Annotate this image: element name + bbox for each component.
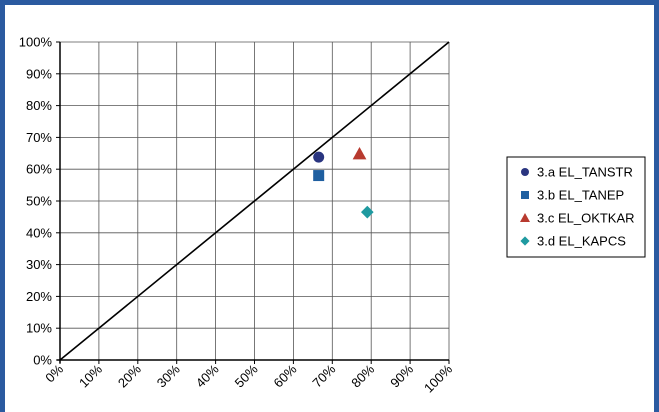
- legend-label: 3.c EL_OKTKAR: [537, 211, 635, 226]
- data-point-square: [313, 170, 325, 182]
- legend-marker-square: [521, 191, 529, 199]
- axes: [57, 42, 449, 363]
- legend-label: 3.b EL_TANEP: [537, 188, 624, 203]
- y-tick-label: 80%: [26, 98, 52, 113]
- legend: 3.a EL_TANSTR 3.b EL_TANEP 3.c EL_OKTKAR 3.…: [506, 156, 646, 258]
- x-tick-label: 40%: [193, 361, 222, 390]
- y-tick-label: 100%: [19, 35, 53, 50]
- y-tick-label: 20%: [26, 289, 52, 304]
- reference-line: [59, 41, 450, 361]
- legend-marker-circle: [521, 168, 529, 176]
- x-tick-label: 80%: [348, 361, 377, 390]
- y-tick-label: 90%: [26, 66, 52, 81]
- x-tick-label: 60%: [271, 361, 300, 390]
- legend-label: 3.a EL_TANSTR: [537, 165, 633, 180]
- y-tick-label: 40%: [26, 225, 52, 240]
- y-tick-label: 30%: [26, 257, 52, 272]
- x-tick-label: 50%: [232, 361, 261, 390]
- x-tick-label: 10%: [76, 361, 105, 390]
- y-tick-label: 60%: [26, 162, 52, 177]
- x-axis-ticks: 0% 10% 20% 30% 40% 50% 60% 70% 80% 90% 100%: [42, 360, 455, 396]
- legend-marker-triangle: [520, 213, 530, 222]
- y-axis-ticks: 0% 10% 20% 30% 40% 50% 60% 70% 80% 90% 100%: [19, 35, 60, 368]
- legend-marker-diamond: [520, 236, 530, 246]
- diagonal-reference-line: [59, 41, 450, 361]
- legend-label: 3.d EL_KAPCS: [537, 234, 626, 249]
- data-point-circle: [313, 151, 325, 163]
- y-tick-label: 10%: [26, 321, 52, 336]
- grid: [60, 41, 450, 360]
- y-tick-label: 50%: [26, 194, 52, 209]
- legend-box: [506, 156, 646, 258]
- x-tick-label: 70%: [309, 361, 338, 390]
- x-tick-label: 30%: [154, 361, 183, 390]
- data-point-diamond: [360, 205, 374, 219]
- data-point-triangle: [352, 147, 367, 160]
- y-tick-label: 0%: [33, 353, 52, 368]
- x-tick-label: 100%: [421, 361, 455, 395]
- x-tick-label: 20%: [115, 361, 144, 390]
- y-tick-label: 70%: [26, 130, 52, 145]
- data-points: [313, 147, 374, 219]
- x-tick-label: 90%: [387, 361, 416, 390]
